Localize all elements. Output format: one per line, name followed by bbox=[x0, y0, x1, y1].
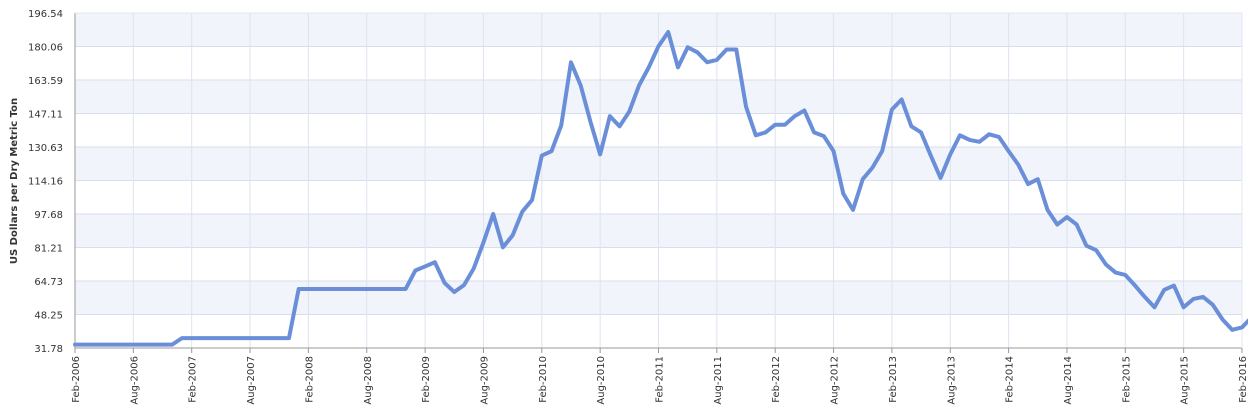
x-tick-label: Feb-2013 bbox=[888, 356, 899, 403]
x-tick-label: Feb-2012 bbox=[771, 356, 782, 403]
series-line bbox=[73, 29, 1248, 347]
x-tick-label: Feb-2014 bbox=[1005, 356, 1016, 403]
y-tick-label: 114.16 bbox=[28, 177, 63, 188]
x-tick-label: Feb-2006 bbox=[71, 356, 82, 403]
x-tick-label: Aug-2014 bbox=[1063, 356, 1074, 405]
x-tick-label: Aug-2007 bbox=[246, 356, 257, 405]
x-tick-label: Aug-2006 bbox=[129, 356, 140, 405]
y-tick-label: 48.25 bbox=[34, 311, 63, 322]
x-tick-labels: Feb-2006 Aug-2006 Feb-2007 Aug-2007 Feb-2008… bbox=[71, 356, 1248, 405]
x-tick-label: Aug-2009 bbox=[479, 356, 490, 405]
gridlines bbox=[74, 12, 1243, 349]
y-tick-label: 81.21 bbox=[34, 243, 63, 254]
series-group bbox=[73, 29, 1248, 347]
x-tick-label: Feb-2008 bbox=[304, 356, 315, 403]
x-tick-label: Aug-2012 bbox=[830, 356, 841, 405]
y-tick-label: 31.78 bbox=[34, 344, 63, 355]
x-tick-label: Feb-2011 bbox=[655, 356, 666, 403]
y-axis-label: US Dollars per Dry Metric Ton bbox=[9, 98, 20, 264]
y-tick-label: 64.73 bbox=[34, 277, 63, 288]
y-tick-label: 97.68 bbox=[34, 210, 63, 221]
y-tick-label: 196.54 bbox=[28, 9, 63, 20]
y-tick-labels: 31.78 48.25 64.73 81.21 97.68 114.16 130.63 147… bbox=[28, 9, 63, 355]
x-tick-label: Feb-2009 bbox=[421, 356, 432, 403]
x-tick-label: Aug-2011 bbox=[713, 356, 724, 405]
x-tick-label: Aug-2010 bbox=[596, 356, 607, 405]
x-tick-label: Feb-2016 bbox=[1238, 356, 1248, 403]
y-tick-label: 130.63 bbox=[28, 143, 63, 154]
y-tick-label: 180.06 bbox=[28, 43, 63, 54]
x-tick-label: Aug-2015 bbox=[1180, 356, 1191, 405]
x-tick-label: Feb-2007 bbox=[188, 356, 199, 403]
x-tick-label: Feb-2015 bbox=[1121, 356, 1132, 403]
x-tick-label: Aug-2013 bbox=[946, 356, 957, 405]
y-tick-label: 147.11 bbox=[28, 110, 63, 121]
y-tick-label: 163.59 bbox=[28, 76, 63, 87]
axes bbox=[74, 12, 1243, 353]
x-tick-label: Aug-2008 bbox=[363, 356, 374, 405]
x-tick-label: Feb-2010 bbox=[538, 356, 549, 403]
